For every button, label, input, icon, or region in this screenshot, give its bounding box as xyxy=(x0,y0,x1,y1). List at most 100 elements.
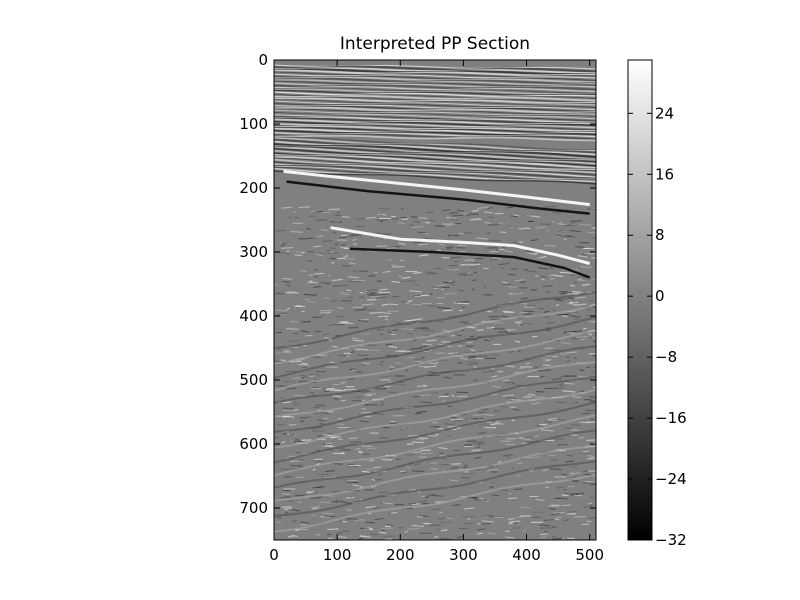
texture-speck xyxy=(379,491,388,494)
texture-speck xyxy=(505,206,511,209)
x-tick-label: 100 xyxy=(323,546,352,564)
texture-speck xyxy=(346,428,350,430)
texture-speck xyxy=(384,318,389,321)
texture-speck xyxy=(359,527,370,530)
texture-speck xyxy=(381,312,392,315)
texture-speck xyxy=(571,424,582,427)
texture-speck xyxy=(326,387,335,390)
texture-speck xyxy=(328,274,332,277)
colorbar-tick-label: −24 xyxy=(655,470,687,488)
texture-speck xyxy=(543,519,554,522)
texture-speck xyxy=(419,346,427,348)
texture-speck xyxy=(577,277,583,280)
texture-speck xyxy=(507,292,513,295)
texture-speck xyxy=(436,538,448,540)
texture-speck xyxy=(288,455,297,458)
texture-speck xyxy=(541,275,546,278)
texture-speck xyxy=(572,395,582,399)
texture-speck xyxy=(419,515,429,518)
texture-speck xyxy=(405,466,411,469)
texture-speck xyxy=(463,274,473,276)
texture-speck xyxy=(282,409,295,412)
texture-speck xyxy=(592,237,596,239)
texture-speck xyxy=(453,260,459,263)
texture-speck xyxy=(292,377,301,380)
texture-speck xyxy=(467,418,474,421)
texture-speck xyxy=(382,502,394,505)
texture-speck xyxy=(331,299,338,302)
texture-speck xyxy=(506,437,517,440)
texture-speck xyxy=(337,284,349,287)
texture-speck xyxy=(561,473,568,476)
texture-speck xyxy=(545,229,550,232)
texture-speck xyxy=(285,284,292,287)
texture-speck xyxy=(567,537,575,540)
colorbar-tick-label: 0 xyxy=(655,287,665,305)
texture-speck xyxy=(574,492,585,495)
texture-speck xyxy=(466,214,471,217)
texture-speck xyxy=(457,302,470,305)
texture-speck xyxy=(542,358,552,361)
texture-speck xyxy=(275,292,285,295)
texture-speck xyxy=(365,216,376,219)
texture-speck xyxy=(401,328,414,331)
texture-speck xyxy=(451,416,457,419)
texture-dip xyxy=(274,303,596,365)
texture-speck xyxy=(288,500,294,503)
texture-speck xyxy=(584,409,596,412)
texture-speck xyxy=(380,401,385,404)
texture-speck xyxy=(471,449,482,452)
texture-speck xyxy=(477,206,489,209)
texture-speck xyxy=(337,532,343,534)
texture-speck xyxy=(305,334,313,337)
texture-speck xyxy=(435,433,439,436)
texture-speck xyxy=(312,514,316,517)
texture-dip xyxy=(274,345,596,404)
texture-speck xyxy=(509,351,514,353)
texture-speck xyxy=(443,224,451,227)
texture-speck xyxy=(470,261,482,264)
texture-speck xyxy=(310,210,318,213)
texture-speck xyxy=(350,350,355,354)
texture-speck xyxy=(505,536,515,539)
texture-speck xyxy=(446,517,454,520)
texture-speck xyxy=(391,280,401,284)
texture-speck xyxy=(510,292,523,296)
texture-speck xyxy=(348,377,355,381)
texture-speck xyxy=(531,394,536,397)
texture-speck xyxy=(571,290,583,293)
texture-speck xyxy=(511,419,515,422)
texture-speck xyxy=(341,216,350,218)
texture-speck xyxy=(408,502,417,505)
texture-speck xyxy=(470,348,475,352)
texture-speck xyxy=(414,283,420,286)
texture-speck xyxy=(309,274,313,277)
texture-speck xyxy=(513,214,520,217)
texture-speck xyxy=(518,227,524,230)
texture-speck xyxy=(357,319,368,323)
texture-speck xyxy=(325,389,336,391)
texture-line xyxy=(274,80,596,87)
texture-speck xyxy=(340,381,346,384)
texture-speck xyxy=(347,234,358,237)
texture-speck xyxy=(291,464,303,467)
texture-speck xyxy=(291,509,301,512)
y-tick-label: 400 xyxy=(239,307,268,325)
texture-speck xyxy=(381,303,388,306)
texture-speck xyxy=(494,309,499,312)
texture-speck xyxy=(293,211,297,214)
texture-speck xyxy=(556,488,560,491)
texture-speck xyxy=(418,243,429,246)
texture-speck xyxy=(492,409,502,412)
texture-speck xyxy=(586,520,592,523)
texture-speck xyxy=(275,283,279,287)
texture-speck xyxy=(514,320,523,323)
texture-speck xyxy=(315,252,326,255)
texture-speck xyxy=(380,529,386,532)
texture-dip xyxy=(274,291,596,349)
y-tick-label: 0 xyxy=(258,51,268,69)
texture-speck xyxy=(512,241,521,244)
texture-speck xyxy=(557,443,568,446)
texture-speck xyxy=(502,394,514,397)
chart-title: Interpreted PP Section xyxy=(340,34,530,54)
